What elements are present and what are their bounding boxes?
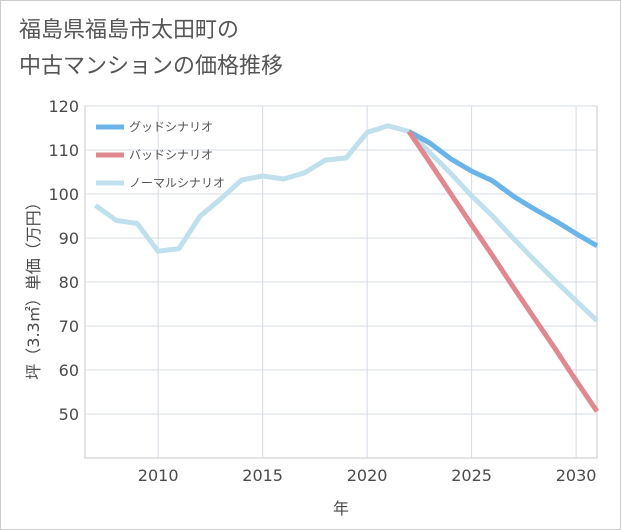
series-line-2 — [93, 123, 599, 323]
y-tick-label: 110 — [48, 141, 79, 160]
y-tick-label: 90 — [59, 229, 79, 248]
chart-title-line-2: 中古マンションの価格推移 — [19, 54, 284, 79]
y-tick-label: 80 — [59, 273, 79, 292]
x-axis-ticks: 2010 2015 2020 2025 2030 — [138, 466, 597, 485]
legend-label-2: ノーマルシナリオ — [129, 176, 225, 190]
series-line-1 — [406, 130, 600, 413]
y-tick-label: 70 — [59, 317, 79, 336]
grid-lines — [85, 105, 597, 458]
legend-label-1: バッドシナリオ — [129, 148, 213, 162]
x-tick-label: 2015 — [242, 466, 283, 485]
y-axis-label: 坪（3.3㎡）単価（万円） — [24, 194, 43, 379]
y-tick-label: 120 — [48, 97, 79, 116]
series-lines — [93, 123, 600, 413]
x-tick-label: 2020 — [347, 466, 388, 485]
y-tick-label: 60 — [59, 361, 79, 380]
x-axis-label: 年 — [333, 499, 349, 518]
legend-label-0: グッドシナリオ — [129, 120, 213, 134]
series-line-0 — [407, 129, 599, 249]
y-axis-ticks: 50 60 70 80 90 100 110 120 — [48, 97, 79, 424]
y-tick-label: 100 — [48, 185, 79, 204]
chart-title-line-1: 福島県福島市太田町の — [19, 18, 240, 43]
chart-title: 福島県福島市太田町の 中古マンションの価格推移 — [19, 13, 283, 85]
x-tick-label: 2010 — [138, 466, 179, 485]
y-tick-label: 50 — [59, 405, 79, 424]
x-tick-label: 2025 — [451, 466, 492, 485]
x-tick-label: 2030 — [556, 466, 597, 485]
